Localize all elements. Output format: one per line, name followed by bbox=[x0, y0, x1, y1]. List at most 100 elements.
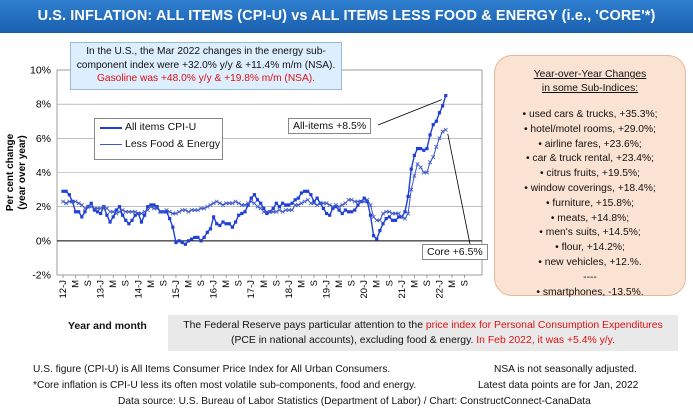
data-point-cpi bbox=[331, 206, 335, 210]
data-point-cpi bbox=[299, 191, 304, 195]
sub-indices-heading-line-2: in some Sub-Indices: bbox=[541, 83, 639, 94]
x-tick-label: 16-J bbox=[209, 280, 220, 299]
data-point-core bbox=[173, 211, 179, 216]
data-point-core bbox=[368, 202, 373, 208]
y-tick-label: 6% bbox=[36, 133, 51, 145]
data-point-core bbox=[67, 199, 72, 204]
data-point-cpi bbox=[387, 215, 391, 219]
data-point-core bbox=[158, 209, 163, 214]
data-point-cpi bbox=[415, 146, 420, 151]
data-point-core bbox=[333, 202, 339, 208]
data-point-core bbox=[98, 206, 103, 211]
data-point-cpi bbox=[372, 234, 376, 238]
data-point-cpi bbox=[202, 235, 206, 240]
data-point-core bbox=[434, 144, 439, 149]
data-point-core bbox=[352, 199, 357, 204]
callout-gasoline-line: Gasoline was +48.0% y/y & +19.8% m/m (NS… bbox=[97, 73, 315, 84]
chart-title-banner: U.S. INFLATION: ALL ITEMS (CPI-U) vs ALL… bbox=[0, 0, 693, 33]
data-point-cpi bbox=[142, 213, 147, 217]
data-point-cpi bbox=[409, 167, 413, 171]
data-point-core bbox=[308, 201, 313, 206]
sub-indices-heading-line-1: Year-over-Year Changes bbox=[533, 69, 647, 80]
data-point-core bbox=[70, 199, 75, 204]
data-point-cpi bbox=[199, 239, 203, 243]
data-point-core bbox=[252, 201, 257, 206]
data-point-core bbox=[280, 209, 285, 214]
legend-swatch-cpi bbox=[100, 127, 122, 129]
data-point-cpi bbox=[262, 206, 266, 210]
data-point-cpi bbox=[412, 153, 416, 158]
data-point-core bbox=[111, 209, 116, 214]
data-point-core bbox=[126, 209, 131, 214]
data-point-cpi bbox=[343, 208, 347, 212]
x-tick-label: 12-J bbox=[58, 280, 69, 299]
sub-index-item: ---- bbox=[583, 271, 597, 283]
footer-nsa-note: NSA is not seasonally adjusted. bbox=[494, 364, 637, 375]
data-point-core bbox=[180, 208, 185, 213]
data-point-cpi bbox=[174, 240, 178, 245]
data-point-core bbox=[324, 201, 329, 206]
data-point-cpi bbox=[302, 189, 307, 193]
sub-index-item: • car & truck rental, +23.4%; bbox=[525, 153, 655, 165]
data-point-cpi bbox=[290, 201, 294, 205]
sub-index-item: • airline fares, +23.6%; bbox=[538, 138, 642, 150]
data-point-core bbox=[208, 202, 213, 208]
data-point-cpi bbox=[215, 222, 219, 226]
data-point-core bbox=[177, 209, 182, 214]
data-point-cpi bbox=[346, 210, 351, 214]
data-point-core bbox=[409, 187, 414, 192]
data-point-core bbox=[246, 201, 251, 206]
legend-label-core: Less Food & Energy bbox=[125, 138, 221, 150]
data-point-cpi bbox=[224, 222, 228, 226]
data-point-core bbox=[202, 206, 207, 211]
sub-index-item: • flour, +14.2%; bbox=[555, 242, 625, 254]
data-point-core bbox=[437, 136, 442, 141]
y-tick-label: 4% bbox=[36, 167, 51, 179]
data-point-cpi bbox=[384, 217, 388, 221]
data-point-core bbox=[402, 216, 408, 221]
data-point-core bbox=[167, 209, 172, 214]
data-point-cpi bbox=[365, 199, 369, 204]
data-point-cpi bbox=[419, 146, 423, 151]
data-point-core bbox=[443, 127, 448, 132]
data-point-cpi bbox=[362, 196, 366, 200]
x-tick-label: M bbox=[334, 280, 345, 288]
data-point-core bbox=[155, 206, 160, 211]
data-point-cpi bbox=[437, 111, 442, 115]
data-point-core bbox=[384, 209, 389, 214]
data-point-cpi bbox=[441, 104, 445, 108]
data-point-core bbox=[217, 201, 222, 206]
sub-index-item: • citrus fruits, +19.5%; bbox=[539, 168, 641, 180]
data-point-core bbox=[362, 199, 367, 204]
data-point-core bbox=[293, 202, 298, 208]
data-point-cpi bbox=[397, 215, 401, 219]
x-tick-label: M bbox=[447, 280, 458, 288]
data-point-core bbox=[227, 201, 232, 206]
data-point-cpi bbox=[80, 215, 84, 219]
x-tick-label: 18-J bbox=[284, 280, 295, 299]
data-point-cpi bbox=[328, 213, 332, 217]
data-point-core bbox=[142, 209, 147, 214]
data-point-core bbox=[264, 209, 270, 214]
data-point-core bbox=[396, 211, 401, 216]
data-point-core bbox=[415, 161, 420, 167]
data-point-cpi bbox=[221, 220, 225, 224]
callout-line-2: component index were +32.0% y/y & +11.4%… bbox=[76, 59, 336, 71]
data-point-cpi bbox=[77, 210, 81, 214]
data-point-cpi bbox=[208, 227, 213, 231]
sub-index-item: • smartphones, -13.5%. bbox=[536, 286, 644, 298]
data-point-core bbox=[189, 208, 194, 213]
data-point-core bbox=[393, 211, 398, 216]
x-tick-label: M bbox=[221, 280, 232, 288]
data-point-cpi bbox=[196, 235, 200, 240]
data-point-core bbox=[79, 202, 84, 208]
data-point-core bbox=[318, 201, 323, 206]
data-point-cpi bbox=[92, 208, 96, 212]
data-point-core bbox=[123, 209, 128, 214]
data-point-core bbox=[92, 206, 97, 211]
data-point-core bbox=[267, 209, 273, 214]
data-point-cpi bbox=[350, 210, 354, 214]
allitems-annotation: All-items +8.5% bbox=[288, 118, 372, 134]
data-point-core bbox=[205, 204, 210, 209]
legend-swatch-core bbox=[100, 144, 122, 145]
